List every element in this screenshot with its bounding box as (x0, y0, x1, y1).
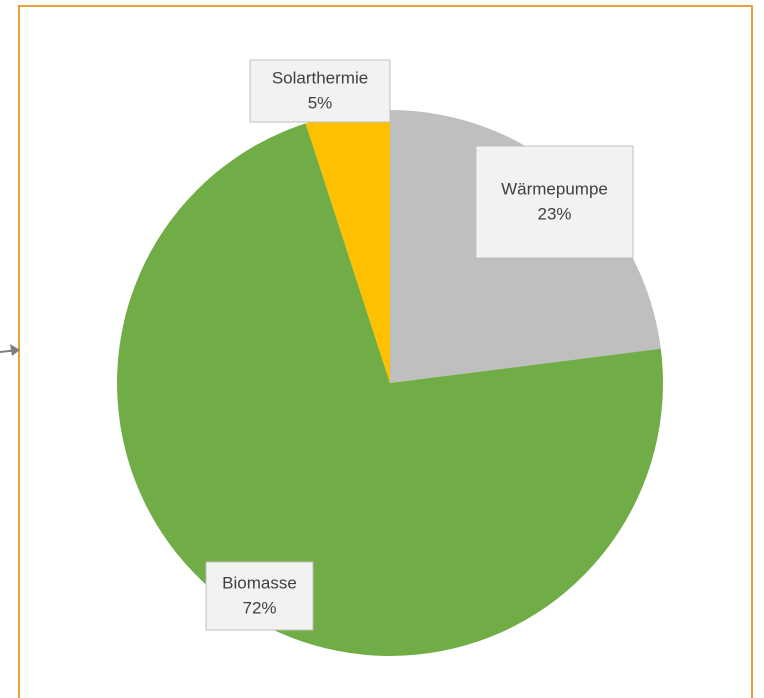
label-box (205, 561, 314, 631)
connector-arrow (0, 344, 20, 356)
category-label: Biomasse (222, 573, 297, 592)
category-label: Solarthermie (272, 68, 368, 87)
data-labels: Wärmepumpe 23% Biomasse 72% Solarthermie 5% (205, 59, 634, 631)
label-box (249, 59, 391, 123)
value-label: 5% (308, 93, 333, 112)
category-label: Wärmepumpe (501, 179, 608, 198)
pie-slice (305, 110, 390, 383)
value-label: 72% (242, 598, 276, 617)
value-label: 23% (537, 204, 571, 223)
pie-slice (116, 123, 663, 656)
label-box (475, 145, 634, 259)
